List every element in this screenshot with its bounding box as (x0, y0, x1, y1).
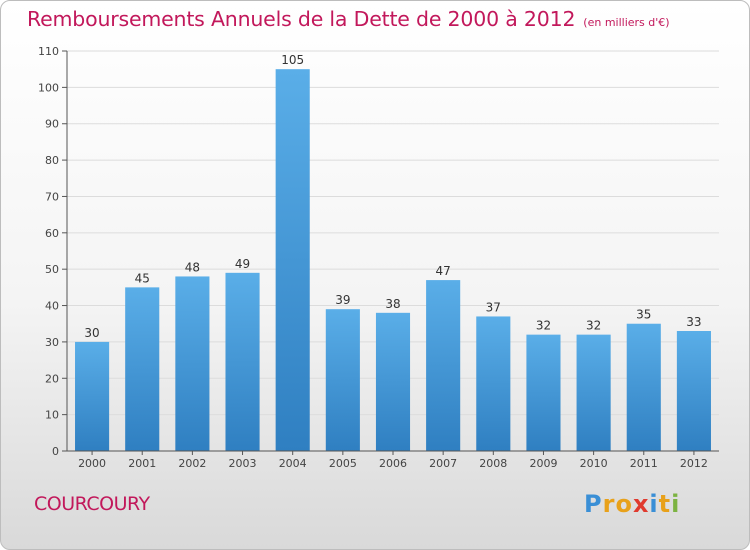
x-tick-label: 2001 (128, 457, 156, 470)
x-tick-label: 2012 (680, 457, 708, 470)
y-tick-label: 60 (45, 227, 59, 240)
bar (325, 309, 360, 451)
bar (225, 272, 260, 451)
chart-unit-label: (en milliers d'€) (583, 16, 670, 29)
x-tick-label: 2005 (329, 457, 357, 470)
x-tick-label: 2011 (630, 457, 658, 470)
bar-value-label: 37 (486, 300, 501, 314)
bar-value-label: 105 (281, 53, 304, 67)
y-tick-label: 50 (45, 263, 59, 276)
bar (676, 331, 711, 451)
bar-value-label: 49 (235, 257, 250, 271)
x-tick-label: 2003 (229, 457, 257, 470)
y-tick-label: 110 (38, 45, 59, 58)
logo-letter: t (658, 490, 672, 518)
x-tick-label: 2004 (279, 457, 307, 470)
x-tick-label: 2009 (529, 457, 557, 470)
bar-value-label: 38 (385, 297, 400, 311)
bar-value-label: 32 (586, 319, 601, 333)
y-tick-label: 100 (38, 81, 59, 94)
bars: 30 45 48 49 105 39 38 47 37 32 32 35 33 (75, 53, 711, 451)
bar (125, 287, 160, 451)
x-tick-label: 2008 (479, 457, 507, 470)
bar-value-label: 35 (636, 308, 651, 322)
bar (476, 316, 511, 451)
y-tick-label: 30 (45, 336, 59, 349)
x-tick-label: 2002 (178, 457, 206, 470)
y-tick-label: 70 (45, 190, 59, 203)
y-tick-label: 90 (45, 118, 59, 131)
proxiti-logo: Proxiti (584, 490, 680, 518)
bar-value-label: 33 (686, 315, 701, 329)
x-tick-label: 2010 (580, 457, 608, 470)
x-tick-label: 2006 (379, 457, 407, 470)
bar (526, 334, 561, 451)
bar (626, 323, 661, 451)
bar (426, 280, 461, 451)
bar-value-label: 32 (536, 319, 551, 333)
bar-value-label: 48 (185, 260, 200, 274)
bar-value-label: 30 (84, 326, 99, 340)
bar (576, 334, 611, 451)
chart-title-block: Remboursements Annuels de la Dette de 20… (27, 7, 670, 31)
bar (275, 69, 310, 451)
logo-letter: o (615, 490, 633, 518)
y-axis: 0 10 20 30 40 50 60 70 80 90 100 110 (38, 45, 68, 458)
bar-value-label: 39 (335, 293, 350, 307)
y-tick-label: 0 (52, 445, 59, 458)
logo-letter: r (602, 490, 616, 518)
y-tick-label: 10 (45, 409, 59, 422)
commune-name: COURCOURY (34, 493, 150, 515)
x-tick-label: 2007 (429, 457, 457, 470)
logo-letter: i (671, 490, 681, 518)
bar-value-label: 45 (135, 271, 150, 285)
logo-letter: i (649, 490, 659, 518)
bar (175, 276, 210, 451)
bar (75, 341, 110, 451)
y-tick-label: 80 (45, 154, 59, 167)
y-tick-label: 20 (45, 372, 59, 385)
logo-letter: x (632, 490, 650, 518)
bar (375, 312, 411, 451)
x-tick-label: 2000 (78, 457, 106, 470)
chart-title: Remboursements Annuels de la Dette de 20… (27, 7, 576, 31)
bar-value-label: 47 (436, 264, 451, 278)
x-axis: 2000 2001 2002 2003 2004 2005 2006 2007 2008 2009… (67, 450, 719, 470)
y-tick-label: 40 (45, 300, 59, 313)
logo-letter: P (584, 490, 603, 518)
